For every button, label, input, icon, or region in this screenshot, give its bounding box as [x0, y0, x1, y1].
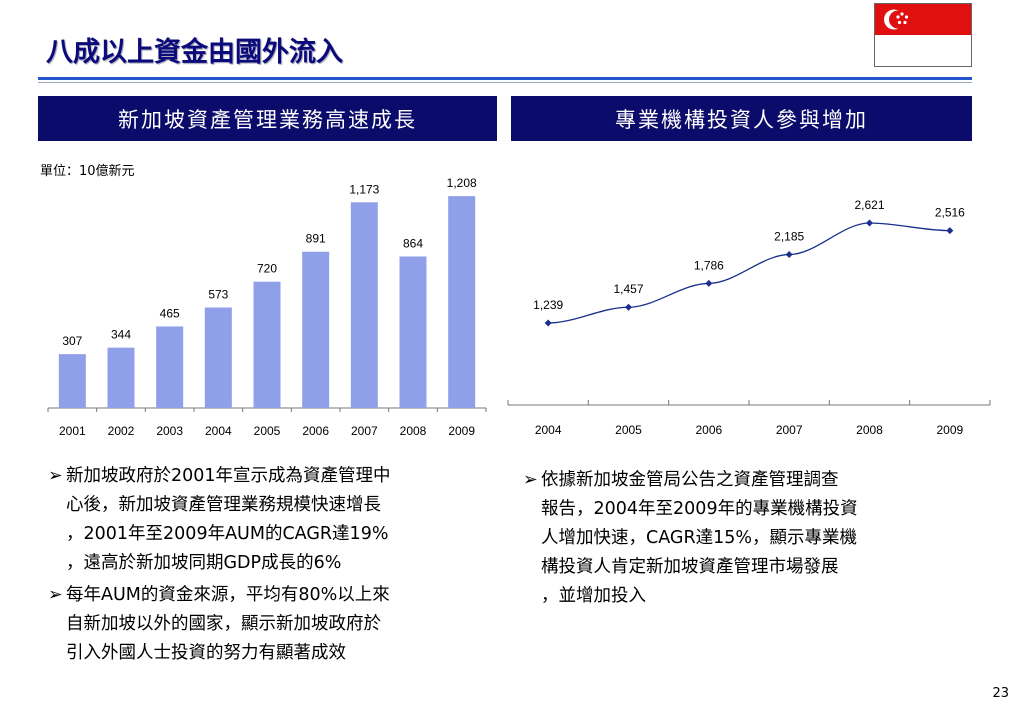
bar-x-tick-label: 2009 — [448, 424, 475, 438]
line-x-tick-label: 2004 — [535, 423, 562, 437]
line-x-tick-label: 2008 — [856, 423, 883, 437]
bar-value-label: 307 — [62, 334, 82, 348]
line-value-label: 2,516 — [935, 206, 965, 220]
bar-x-tick-label: 2006 — [302, 424, 329, 438]
bullet-arrow-icon: ➢ — [48, 466, 63, 486]
bullet-line: 人增加快速，CAGR達15%，顯示專業機 — [541, 528, 857, 548]
bar-x-tick-label: 2002 — [108, 424, 135, 438]
bullet-line: 報告，2004年至2009年的專業機構投資 — [541, 499, 858, 519]
bar-value-label: 1,208 — [447, 176, 477, 190]
bullet-line: 心後，新加坡資產管理業務規模快速增長 — [66, 495, 381, 515]
bar-value-label: 573 — [208, 288, 228, 302]
bar-x-tick-label: 2008 — [400, 424, 427, 438]
line-value-label: 2,185 — [774, 230, 804, 244]
bullet-line: 自新加坡以外的國家，顯示新加坡政府於 — [66, 614, 381, 634]
bar-value-label: 720 — [257, 262, 277, 276]
line-x-tick-label: 2007 — [776, 423, 803, 437]
bullet-item: ➢ 依據新加坡金管局公告之資產管理調查 報告，2004年至2009年的專業機構投資人… — [523, 466, 858, 611]
bar-2003 — [156, 326, 184, 408]
line-x-tick-label: 2005 — [615, 423, 642, 437]
bar-x-tick-label: 2003 — [156, 424, 183, 438]
line-x-tick-label: 2009 — [936, 423, 963, 437]
bullet-line: 構投資人肯定新加坡資產管理市場發展 — [541, 557, 839, 577]
bar-2004 — [204, 307, 232, 408]
bar-value-label: 864 — [403, 236, 423, 250]
bullet-item: ➢ 每年AUM的資金來源，平均有80%以上來 自新加坡以外的國家，顯示新加坡政府於引… — [48, 581, 391, 668]
left-panel-header: 新加坡資產管理業務高速成長 — [38, 96, 497, 141]
right-bullet-list: ➢ 依據新加坡金管局公告之資產管理調查 報告，2004年至2009年的專業機構投資人… — [523, 466, 858, 614]
unit-label: 單位：10億新元 — [40, 164, 135, 179]
bullet-line: ，2001年至2009年AUM的CAGR達19% — [66, 524, 389, 544]
singapore-flag-icon — [874, 3, 972, 67]
bar-2008 — [399, 256, 427, 408]
bullet-line: 新加坡政府於2001年宣示成為資產管理中 — [66, 466, 391, 486]
title-rule-thin — [38, 82, 972, 83]
bullet-line: 依據新加坡金管局公告之資產管理調查 — [541, 470, 839, 490]
bar-2002 — [107, 347, 135, 408]
aum-bar-chart: 307 2001 344 2002 465 2003 573 2004 720 2005 891 20… — [47, 176, 487, 438]
bar-x-tick-label: 2004 — [205, 424, 232, 438]
bar-x-tick-label: 2001 — [59, 424, 86, 438]
line-value-label: 1,239 — [533, 298, 563, 312]
bar-2009 — [448, 196, 476, 408]
line-series — [548, 222, 950, 324]
line-point-2005 — [625, 303, 632, 311]
bar-x-tick-label: 2005 — [254, 424, 281, 438]
right-panel-header: 專業機構投資人參與增加 — [511, 96, 972, 141]
bar-2007 — [350, 202, 378, 408]
line-point-2006 — [705, 279, 713, 287]
bullet-item: ➢ 新加坡政府於2001年宣示成為資產管理中 心後，新加坡資產管理業務規模快速增長 ，… — [48, 462, 391, 578]
institutional-investor-line-chart: 1,239 2004 1,457 2005 1,786 2006 2,185 2007 2,62… — [507, 198, 991, 437]
line-point-2007 — [785, 251, 793, 259]
bullet-line: ，遠高於新加坡同期GDP成長的6% — [66, 553, 342, 573]
page-number: 23 — [992, 686, 1009, 701]
line-point-2004 — [544, 319, 552, 327]
page-title: 八成以上資金由國外流入 — [46, 37, 343, 68]
bullet-line: ，並增加投入 — [541, 586, 646, 606]
bar-2006 — [302, 251, 330, 408]
line-value-label: 1,786 — [694, 258, 724, 272]
bar-x-tick-label: 2007 — [351, 424, 378, 438]
bar-2005 — [253, 281, 281, 408]
left-bullet-list: ➢ 新加坡政府於2001年宣示成為資產管理中 心後，新加坡資產管理業務規模快速增長，… — [48, 462, 391, 671]
bar-value-label: 344 — [111, 328, 131, 342]
bar-value-label: 1,173 — [349, 182, 379, 196]
bullet-arrow-icon: ➢ — [48, 585, 63, 605]
title-rule — [38, 77, 972, 80]
bullet-line: 引入外國人士投資的努力有顯著成效 — [66, 643, 346, 663]
line-x-tick-label: 2006 — [695, 423, 722, 437]
bar-2001 — [58, 354, 86, 408]
line-value-label: 2,621 — [854, 198, 884, 212]
bullet-arrow-icon: ➢ — [523, 470, 538, 490]
line-value-label: 1,457 — [613, 282, 643, 296]
bar-value-label: 891 — [306, 232, 326, 246]
bullet-line: 每年AUM的資金來源，平均有80%以上來 — [66, 585, 390, 605]
line-point-2008 — [866, 219, 873, 227]
bar-value-label: 465 — [160, 306, 180, 320]
line-point-2009 — [946, 227, 954, 235]
